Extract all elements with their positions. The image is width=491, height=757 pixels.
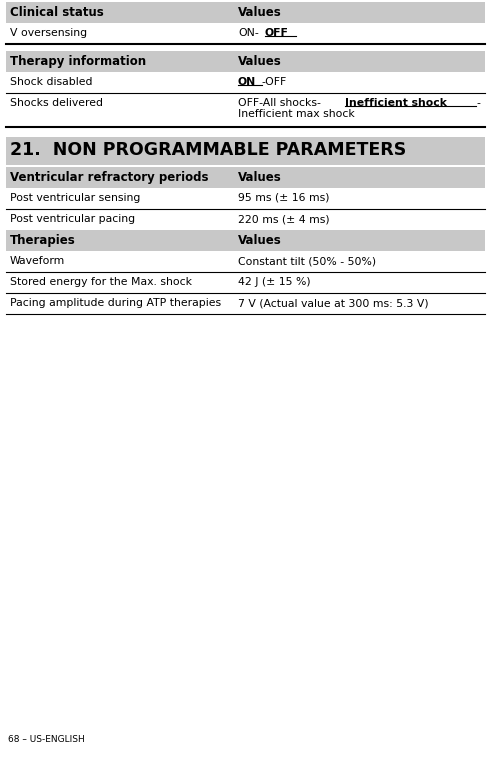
Text: Inefficient max shock: Inefficient max shock: [238, 108, 355, 119]
Text: ON: ON: [238, 77, 256, 87]
Text: Values: Values: [238, 55, 282, 68]
Bar: [6, 23, 485, 44]
Bar: [6, 2, 485, 23]
Text: Constant tilt (50% - 50%): Constant tilt (50% - 50%): [238, 256, 376, 266]
Text: -: -: [476, 98, 480, 108]
Bar: [6, 188, 485, 209]
Bar: [6, 167, 485, 188]
Text: Shocks delivered: Shocks delivered: [10, 98, 103, 108]
Bar: [6, 209, 485, 230]
Bar: [6, 251, 485, 272]
Bar: [6, 51, 485, 72]
Text: Clinical status: Clinical status: [10, 6, 104, 19]
Text: Inefficient shock: Inefficient shock: [345, 98, 447, 108]
Text: Ventricular refractory periods: Ventricular refractory periods: [10, 171, 209, 184]
Text: Values: Values: [238, 234, 282, 247]
Bar: [6, 293, 485, 314]
Text: Pacing amplitude during ATP therapies: Pacing amplitude during ATP therapies: [10, 298, 221, 308]
Text: Post ventricular pacing: Post ventricular pacing: [10, 214, 135, 224]
Text: Therapy information: Therapy information: [10, 55, 146, 68]
Text: Post ventricular sensing: Post ventricular sensing: [10, 193, 140, 203]
Bar: [6, 72, 485, 93]
Text: Values: Values: [238, 6, 282, 19]
Bar: [6, 137, 485, 165]
Text: OFF: OFF: [265, 28, 289, 38]
Text: 7 V (Actual value at 300 ms: 5.3 V): 7 V (Actual value at 300 ms: 5.3 V): [238, 298, 429, 308]
Text: 95 ms (± 16 ms): 95 ms (± 16 ms): [238, 193, 329, 203]
Bar: [6, 93, 485, 127]
Text: Therapies: Therapies: [10, 234, 76, 247]
Text: Values: Values: [238, 171, 282, 184]
Text: -OFF: -OFF: [262, 77, 287, 87]
Text: 42 J (± 15 %): 42 J (± 15 %): [238, 277, 311, 287]
Text: Stored energy for the Max. shock: Stored energy for the Max. shock: [10, 277, 192, 287]
Text: Shock disabled: Shock disabled: [10, 77, 92, 87]
Text: OFF-All shocks-: OFF-All shocks-: [238, 98, 321, 108]
Bar: [6, 272, 485, 293]
Text: 21.  NON PROGRAMMABLE PARAMETERS: 21. NON PROGRAMMABLE PARAMETERS: [10, 141, 406, 159]
Text: ON-: ON-: [238, 28, 259, 38]
Text: 68 – US-ENGLISH: 68 – US-ENGLISH: [8, 735, 85, 744]
Text: Waveform: Waveform: [10, 256, 65, 266]
Text: 220 ms (± 4 ms): 220 ms (± 4 ms): [238, 214, 329, 224]
Bar: [6, 230, 485, 251]
Text: V oversensing: V oversensing: [10, 28, 87, 38]
